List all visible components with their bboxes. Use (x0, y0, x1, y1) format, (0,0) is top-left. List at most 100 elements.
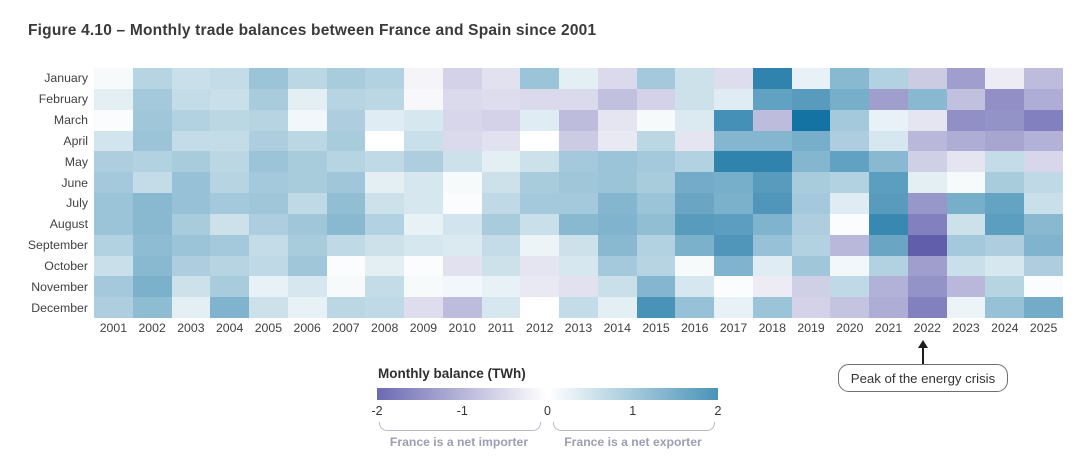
heatmap-cell (752, 68, 792, 89)
heatmap-cell (869, 193, 908, 214)
heatmap-cell (946, 88, 986, 110)
year-label: 2024 (991, 321, 1019, 335)
heatmap-cell (1024, 88, 1063, 110)
heatmap-cell (597, 193, 637, 214)
heatmap-cell (365, 255, 405, 277)
heatmap-cell (1024, 68, 1063, 89)
heatmap-cell (791, 109, 831, 131)
heatmap-cell (520, 68, 560, 89)
heatmap-cell (287, 276, 327, 298)
heatmap-cell (907, 234, 947, 256)
year-label: 2022 (913, 321, 941, 335)
heatmap-cell (365, 130, 405, 152)
heatmap-cell (675, 68, 715, 89)
heatmap-cell (791, 193, 831, 214)
colorbar-captions: France is a net importer France is a net… (377, 435, 718, 451)
heatmap-cell (907, 213, 947, 235)
month-label: July (66, 196, 88, 211)
heatmap-cell (559, 172, 598, 193)
heatmap-cell (636, 193, 676, 214)
heatmap-cell (985, 109, 1025, 131)
month-label: March (53, 113, 88, 128)
heatmap-cell (636, 68, 676, 89)
heatmap-cell (714, 213, 753, 235)
heatmap-cell (326, 255, 366, 277)
heatmap-cell (442, 213, 482, 235)
heatmap-cell (907, 109, 947, 131)
heatmap-cell (249, 172, 288, 193)
heatmap-cell (985, 255, 1025, 277)
heatmap-cell (752, 151, 792, 173)
heatmap-cell (326, 88, 366, 110)
annotation-arrow (917, 340, 929, 368)
heatmap-cell (365, 88, 405, 110)
heatmap-cell (907, 151, 947, 173)
heatmap-cell (907, 172, 947, 193)
heatmap-cell (869, 109, 908, 131)
year-label: 2009 (409, 321, 438, 335)
heatmap-cell (365, 297, 405, 318)
heatmap-cell (636, 172, 676, 193)
year-label: 2005 (254, 321, 283, 335)
heatmap-cell (442, 276, 482, 298)
heatmap-cell (675, 234, 715, 256)
heatmap-cell (249, 297, 288, 318)
heatmap-cell (210, 130, 250, 152)
heatmap-cell (869, 130, 908, 152)
heatmap-cell (132, 193, 172, 214)
heatmap-cell (675, 130, 715, 152)
heatmap-cell (442, 234, 482, 256)
heatmap-cell (907, 193, 947, 214)
heatmap-cell (636, 151, 676, 173)
heatmap-cell (442, 130, 482, 152)
heatmap-cell (907, 255, 947, 277)
heatmap-cell (597, 151, 637, 173)
heatmap-cell (365, 151, 405, 173)
year-label: 2023 (952, 321, 980, 335)
heatmap-cell (907, 130, 947, 152)
heatmap-cell (249, 130, 288, 152)
heatmap-cell (830, 213, 870, 235)
heatmap-cell (946, 234, 986, 256)
heatmap-cell (326, 130, 366, 152)
heatmap-cell (520, 88, 560, 110)
heatmap-cell (520, 234, 560, 256)
heatmap-cell (675, 255, 715, 277)
colorbar-tick-label: -2 (371, 404, 383, 418)
heatmap-cell (210, 276, 250, 298)
heatmap-cell (249, 234, 288, 256)
heatmap-cell (249, 193, 288, 214)
year-label: 2014 (603, 321, 631, 335)
heatmap-cell (326, 109, 366, 131)
heatmap-cell (985, 193, 1025, 214)
heatmap-cell (714, 130, 753, 152)
month-label: August (49, 217, 88, 232)
heatmap-cell (94, 193, 133, 214)
arrow-up-icon (918, 340, 928, 348)
heatmap-cell (442, 88, 482, 110)
year-label: 2006 (293, 321, 321, 335)
heatmap-cell (791, 68, 831, 89)
heatmap-cell (1024, 234, 1063, 256)
month-label: June (61, 175, 88, 190)
heatmap-cell (520, 130, 560, 152)
heatmap-cell (94, 151, 133, 173)
year-label: 2007 (332, 321, 360, 335)
heatmap-cell (481, 151, 521, 173)
heatmap-cell (559, 88, 598, 110)
year-label: 2013 (564, 321, 593, 335)
heatmap-cell (752, 213, 792, 235)
heatmap-cell (520, 193, 560, 214)
year-label: 2016 (681, 321, 709, 335)
heatmap-cell (636, 255, 676, 277)
year-label: 2017 (719, 321, 748, 335)
heatmap-cell (675, 297, 715, 318)
heatmap-cell (830, 109, 870, 131)
heatmap-cell (326, 193, 366, 214)
heatmap-cell (869, 88, 908, 110)
heatmap-cell (481, 255, 521, 277)
heatmap-cell (675, 151, 715, 173)
heatmap-cell (210, 172, 250, 193)
heatmap-cell (869, 276, 908, 298)
